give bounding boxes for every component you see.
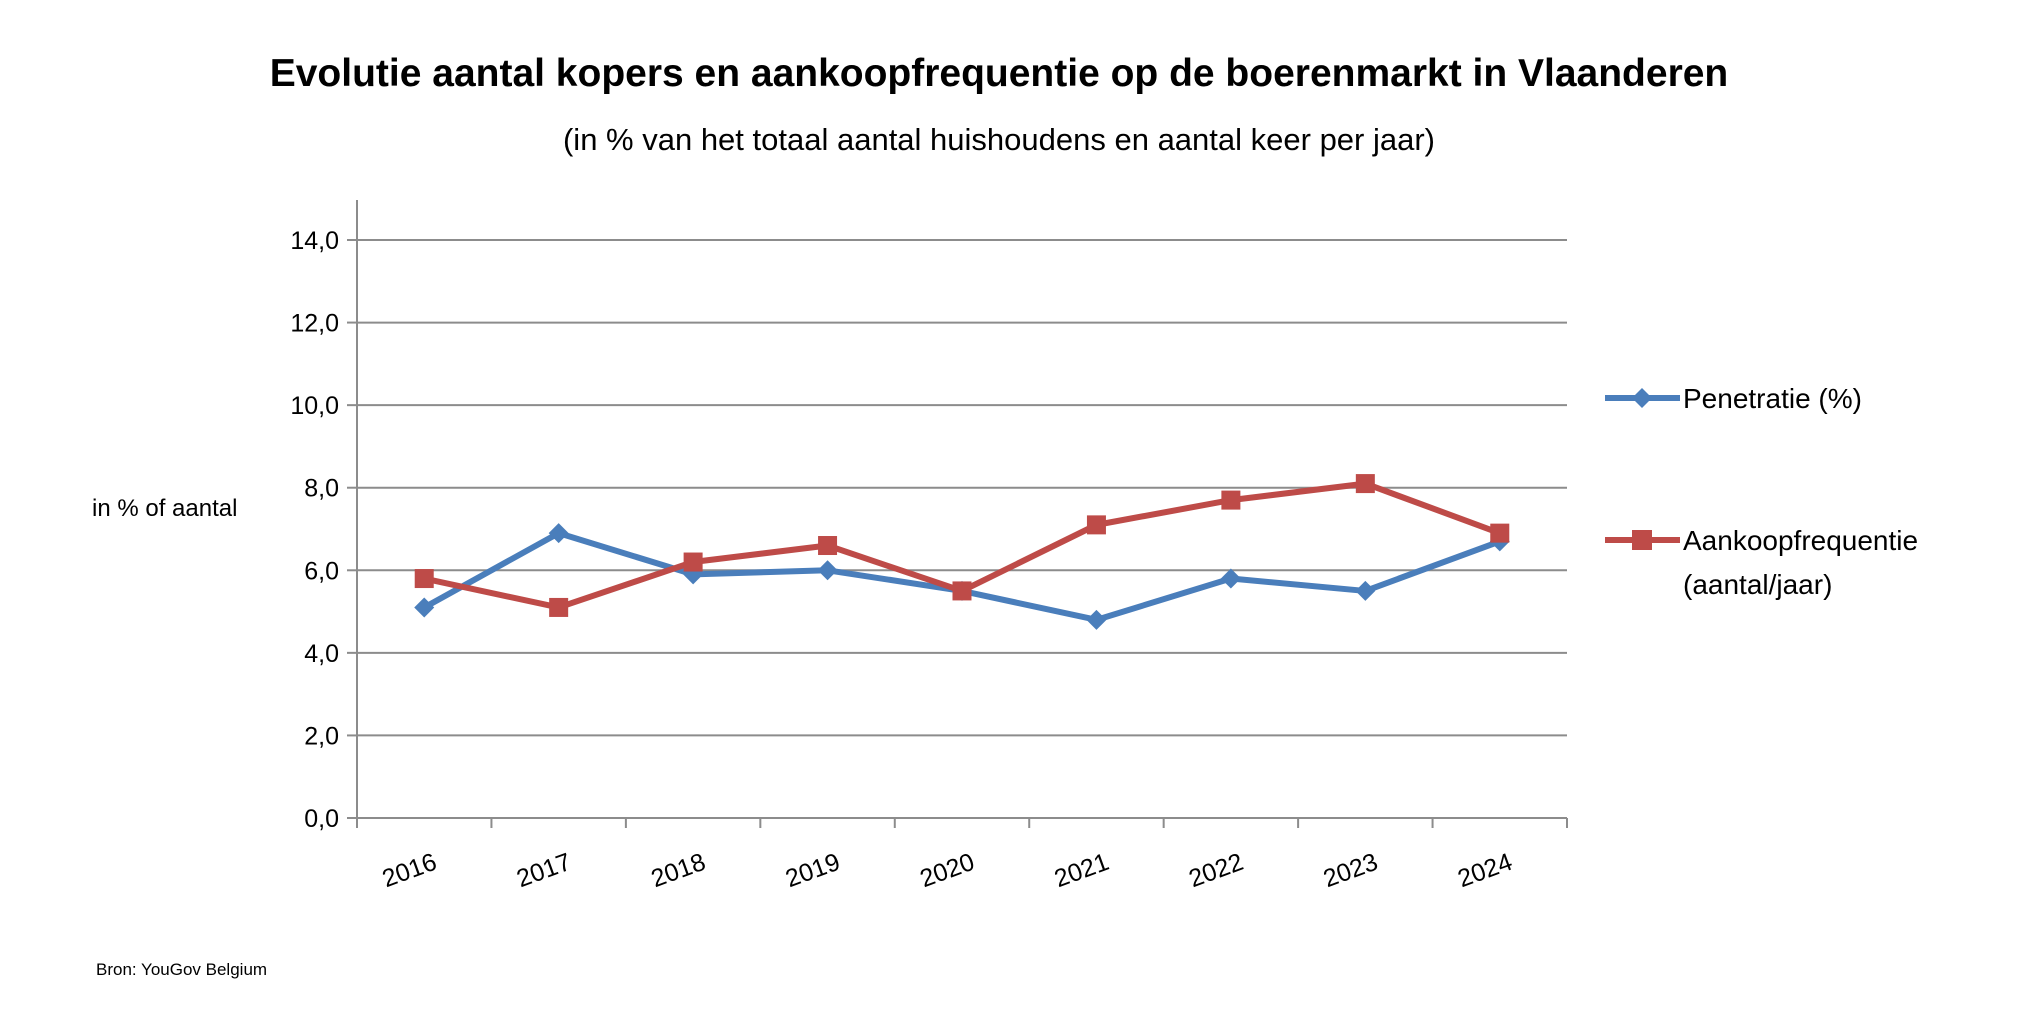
data-point: [1086, 609, 1107, 630]
data-point: [1220, 568, 1241, 589]
x-tick-label: 2019: [782, 848, 844, 893]
data-point: [548, 523, 569, 544]
y-tick-label: 10,0: [290, 392, 339, 420]
x-tick-label: 2020: [916, 848, 978, 893]
y-axis-label: in % of aantal: [92, 495, 238, 522]
y-tick-label: 2,0: [304, 722, 339, 750]
legend-label: Penetratie (%): [1683, 383, 1862, 414]
y-tick-label: 0,0: [304, 805, 339, 833]
x-tick-label: 2022: [1185, 848, 1247, 893]
data-point: [414, 597, 435, 618]
data-point: [414, 569, 434, 589]
x-tick-label: 2017: [513, 848, 575, 893]
data-point: [1355, 474, 1375, 494]
series-line: [422, 530, 1501, 623]
data-point: [1490, 523, 1510, 543]
data-point: [952, 581, 972, 601]
y-tick-label: 12,0: [290, 310, 339, 338]
data-point: [549, 597, 569, 617]
legend-label: (aantal/jaar): [1683, 569, 1832, 600]
legend-marker: [1632, 388, 1652, 408]
source-note: Bron: YouGov Belgium: [96, 960, 268, 979]
chart-subtitle: (in % van het totaal aantal huishoudens …: [562, 122, 1435, 157]
x-tick-label: 2021: [1051, 848, 1113, 893]
y-tick-label: 6,0: [304, 557, 339, 585]
x-tick-label: 2016: [379, 848, 441, 893]
data-point: [818, 536, 838, 556]
y-tick-label: 8,0: [304, 475, 339, 503]
data-point: [1221, 490, 1241, 510]
data-point: [817, 560, 838, 581]
legend-label: Aankoopfrequentie: [1683, 525, 1918, 556]
chart-title: Evolutie aantal kopers en aankoopfrequen…: [269, 52, 1729, 95]
data-point: [1086, 515, 1106, 535]
x-tick-label: 2024: [1454, 848, 1516, 893]
y-tick-label: 4,0: [304, 640, 339, 668]
data-point: [683, 552, 703, 572]
x-tick-label: 2018: [647, 848, 709, 893]
x-tick-label: 2023: [1320, 848, 1382, 893]
legend-marker: [1632, 530, 1652, 550]
y-tick-label: 14,0: [290, 227, 339, 255]
data-point: [1355, 580, 1376, 601]
